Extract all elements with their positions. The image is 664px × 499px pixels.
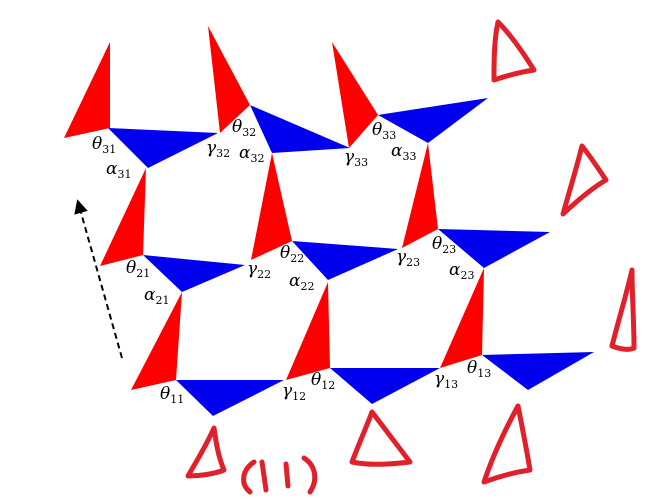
label-theta-13: θ13 xyxy=(467,358,491,380)
red-triangle-32 xyxy=(208,26,250,133)
sketch-triangle-bottom-left xyxy=(185,425,227,479)
blue-triangle-13 xyxy=(482,352,594,390)
label-theta-33: θ33 xyxy=(372,120,396,142)
label-theta-12: θ12 xyxy=(311,370,335,392)
label-gamma-13: γ13 xyxy=(434,369,458,391)
label-alpha-21: α21 xyxy=(144,285,169,307)
label-gamma-22: γ22 xyxy=(247,259,271,281)
label-theta-11: θ11 xyxy=(160,384,184,406)
blue-triangle-23 xyxy=(438,229,550,268)
blue-triangle-12 xyxy=(330,368,440,404)
label-alpha-33: α33 xyxy=(391,141,416,163)
label-alpha-32: α32 xyxy=(239,143,264,165)
label-gamma-33: γ33 xyxy=(344,147,368,169)
sketch-parenthesis-left xyxy=(241,459,257,495)
label-theta-21: θ21 xyxy=(126,258,150,280)
sketch-triangle-bottom-right xyxy=(481,403,533,485)
sketch-triangle-top-right xyxy=(491,19,537,83)
label-gamma-23: γ23 xyxy=(396,247,420,269)
label-gamma-12: γ12 xyxy=(282,381,306,403)
label-alpha-23: α23 xyxy=(449,260,474,282)
red-triangle-11 xyxy=(131,292,182,390)
red-triangle-33 xyxy=(332,42,378,148)
label-theta-31: θ31 xyxy=(92,134,116,156)
label-alpha-31: α31 xyxy=(106,159,131,181)
direction-arrow xyxy=(74,199,123,359)
red-triangle-12 xyxy=(286,282,330,380)
blue-triangle-31 xyxy=(108,128,218,168)
sketch-triangle-mid-right xyxy=(560,143,609,217)
red-triangle-31 xyxy=(64,42,110,138)
red-triangle-23 xyxy=(402,143,438,248)
blue-triangle-33 xyxy=(378,98,488,143)
blue-triangle-21 xyxy=(143,255,245,292)
red-triangle-21 xyxy=(100,168,146,266)
sketch-stroke-1 xyxy=(259,459,269,493)
blue-triangle-11 xyxy=(176,380,284,416)
label-alpha-22: α22 xyxy=(289,271,314,293)
label-gamma-32: γ32 xyxy=(206,138,230,160)
label-theta-22: θ22 xyxy=(280,243,304,265)
sketch-stroke-2 xyxy=(283,461,291,489)
red-triangle-22 xyxy=(251,153,292,260)
red-triangle-13 xyxy=(440,268,484,368)
sketch-triangle-bottom-mid xyxy=(349,409,413,467)
label-theta-23: θ23 xyxy=(432,234,456,256)
label-theta-32: θ32 xyxy=(232,117,256,139)
sketch-triangle-lower-right xyxy=(609,267,637,352)
blue-triangle-22 xyxy=(292,241,398,280)
sketch-parenthesis-right xyxy=(301,455,318,495)
blue-triangle-32 xyxy=(250,105,350,153)
